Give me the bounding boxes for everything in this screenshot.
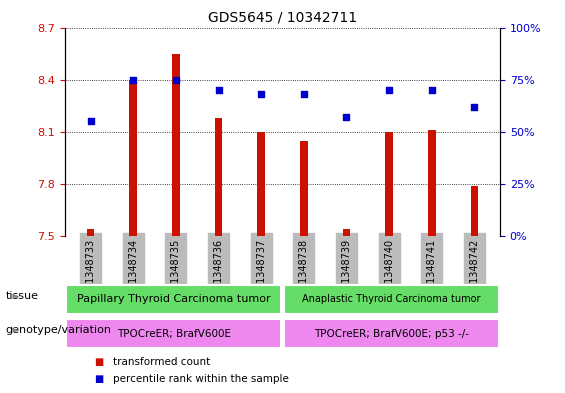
Text: Papillary Thyroid Carcinoma tumor: Papillary Thyroid Carcinoma tumor [77, 294, 271, 305]
Text: Anaplastic Thyroid Carcinoma tumor: Anaplastic Thyroid Carcinoma tumor [302, 294, 480, 305]
Text: percentile rank within the sample: percentile rank within the sample [113, 374, 289, 384]
Bar [215, 118, 223, 236]
Text: tissue: tissue [6, 290, 38, 301]
Point [86, 118, 95, 125]
Bar [428, 130, 436, 236]
Bar [257, 132, 265, 236]
Bar [87, 229, 94, 236]
Text: genotype/variation: genotype/variation [6, 325, 112, 335]
Bar [300, 141, 308, 236]
Point [385, 87, 394, 93]
Text: TPOCreER; BrafV600E; p53 -/-: TPOCreER; BrafV600E; p53 -/- [314, 329, 469, 339]
Bar [342, 229, 350, 236]
Bar [284, 319, 499, 348]
Title: GDS5645 / 10342711: GDS5645 / 10342711 [208, 11, 357, 25]
Point [299, 91, 308, 97]
Point [214, 87, 223, 93]
Point [427, 87, 436, 93]
Point [257, 91, 266, 97]
Point [171, 77, 180, 83]
Bar [129, 80, 137, 236]
Point [470, 104, 479, 110]
Text: transformed count: transformed count [113, 357, 210, 367]
Text: ■: ■ [94, 357, 103, 367]
Point [342, 114, 351, 120]
Text: ►: ► [6, 325, 19, 335]
Bar [172, 53, 180, 236]
Text: TPOCreER; BrafV600E: TPOCreER; BrafV600E [117, 329, 231, 339]
Bar [66, 319, 281, 348]
Bar [385, 132, 393, 236]
Point [129, 77, 138, 83]
Text: ■: ■ [94, 374, 103, 384]
Text: ►: ► [6, 290, 19, 301]
Bar [284, 285, 499, 314]
Bar [66, 285, 281, 314]
Bar [471, 186, 478, 236]
